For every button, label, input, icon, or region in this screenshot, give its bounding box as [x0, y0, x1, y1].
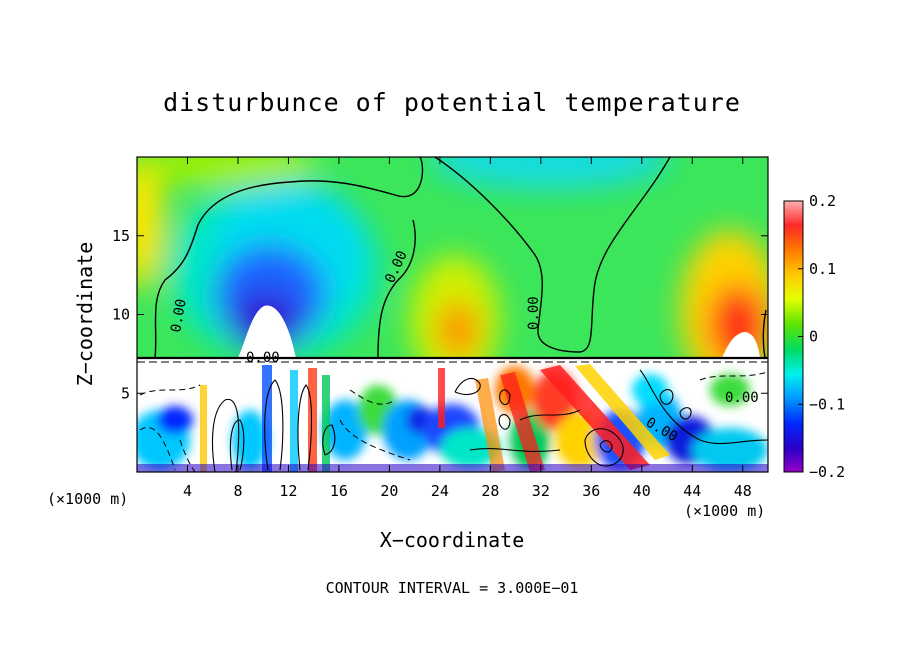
x-axis: 4 8 12 16 20 24 28 32 36 40 44 48	[183, 157, 752, 500]
contour-line-negative	[349, 389, 396, 405]
contour-label: 0.00	[168, 298, 190, 334]
y-tick-label: 5	[121, 384, 130, 402]
upper-top-left-green	[140, 157, 320, 187]
contour-line-negative	[139, 427, 176, 471]
x-tick-label: 44	[683, 482, 701, 500]
x-tick-label: 4	[183, 482, 192, 500]
x-tick-label: 48	[734, 482, 752, 500]
y-axis: 5 10 15	[112, 227, 768, 402]
lower-column	[308, 368, 317, 472]
lower-streak-band	[500, 372, 545, 472]
contour-line-negative	[339, 419, 411, 461]
contour-line	[322, 424, 336, 456]
contour-line	[599, 440, 613, 453]
contour-line	[659, 389, 674, 405]
lower-blob	[440, 428, 500, 468]
lower-blob	[692, 428, 768, 472]
contour-line	[584, 428, 624, 467]
colorbar-tick-label: 0.1	[809, 260, 836, 278]
contour-line	[469, 448, 561, 452]
x-tick-label: 40	[633, 482, 651, 500]
lower-blob	[232, 410, 268, 470]
colorbar: 0.2 0.1 0 −0.1 −0.2	[783, 192, 845, 481]
x-unit-left: (×1000 m)	[47, 490, 128, 508]
contour-line	[499, 389, 511, 406]
upper-warm-mid-core	[438, 302, 478, 358]
colorbar-tick-label: −0.2	[809, 463, 845, 481]
contour-line	[679, 407, 692, 420]
lower-column	[200, 385, 207, 472]
contour-line	[211, 398, 240, 472]
contour-line-negative	[179, 439, 196, 472]
lower-column	[262, 365, 272, 472]
zero-contour	[154, 157, 424, 359]
lower-blob	[632, 374, 668, 406]
y-tick-label: 10	[112, 306, 130, 324]
colorbar-ticks: 0.2 0.1 0 −0.1 −0.2	[798, 192, 845, 481]
contour-line	[264, 379, 284, 471]
lower-bottom-band	[137, 464, 768, 472]
upper-contours	[154, 157, 767, 359]
x-tick-label: 8	[233, 482, 242, 500]
colorbar-tick-label: 0.2	[809, 192, 836, 210]
lower-streak-band	[575, 364, 670, 460]
contour-interval-note: CONTOUR INTERVAL = 3.000E−01	[326, 579, 579, 597]
x-tick-label: 24	[431, 482, 449, 500]
x-tick-label: 32	[532, 482, 550, 500]
colorbar-tick-label: −0.1	[809, 395, 845, 413]
lower-contours-dashed	[139, 371, 768, 472]
upper-warm-left-edge	[137, 157, 164, 290]
zero-contour	[434, 157, 671, 353]
x-tick-label: 12	[279, 482, 297, 500]
lower-contours	[211, 369, 768, 472]
lower-column	[290, 370, 298, 472]
contour-label: 0.00	[526, 296, 542, 330]
zero-contour	[377, 219, 416, 359]
x-tick-label: 36	[582, 482, 600, 500]
x-axis-label: X−coordinate	[380, 528, 525, 552]
contour-line	[229, 419, 245, 471]
lower-column	[322, 375, 330, 472]
contour-line	[519, 409, 581, 421]
warm-core-white-left	[238, 305, 296, 358]
lower-blob	[157, 406, 193, 434]
contour-label: 0.00	[725, 390, 759, 406]
zero-contour	[762, 309, 767, 359]
x-tick-label: 20	[380, 482, 398, 500]
contour-line	[498, 414, 511, 430]
lower-blob	[710, 374, 750, 406]
y-axis-label: Z−coordinate	[73, 242, 97, 387]
contour-line	[639, 369, 768, 445]
contour-label: 0.00	[246, 350, 280, 366]
x-tick-label: 16	[330, 482, 348, 500]
contour-line	[454, 377, 481, 395]
colorbar-tick-label: 0	[809, 328, 818, 346]
warm-core-white-right	[722, 332, 760, 358]
lower-layer	[137, 358, 768, 472]
lower-column	[438, 368, 445, 428]
upper-field	[137, 157, 768, 390]
chart-title: disturbunce of potential temperature	[163, 88, 741, 117]
plot-area	[137, 157, 768, 472]
contour-line-negative	[139, 384, 201, 396]
contour-line-negative	[699, 371, 768, 381]
x-unit-right: (×1000 m)	[684, 502, 765, 520]
y-tick-label: 15	[112, 227, 130, 245]
contour-line	[297, 384, 313, 471]
x-tick-label: 28	[481, 482, 499, 500]
upper-top-cyan	[430, 157, 670, 190]
